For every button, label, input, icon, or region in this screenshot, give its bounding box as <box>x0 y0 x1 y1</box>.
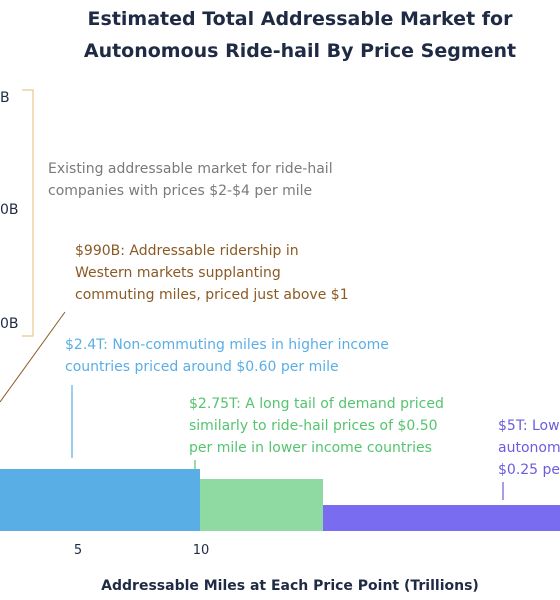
x-tick-label: 5 <box>73 543 83 558</box>
x-tick-label: 10 <box>192 543 210 558</box>
annotation-line: $5T: Low <box>498 418 560 434</box>
western-leader-line <box>0 311 66 403</box>
existing-market-annotation: Existing addressable market for ride-hai… <box>48 158 333 202</box>
bar-segment-3 <box>323 505 560 531</box>
bar-segment-2 <box>200 479 323 531</box>
annotation-line: $0.25 per <box>498 462 560 478</box>
annotation-line: similarly to ride-hail prices of $0.50 <box>189 418 438 434</box>
western-annotation: $990B: Addressable ridership in Western … <box>75 240 349 306</box>
annotation-line: companies with prices $2-$4 per mile <box>48 183 313 199</box>
annotation-line: $990B: Addressable ridership in <box>75 243 299 259</box>
y-tick-label: B <box>0 90 10 106</box>
y-tick-label: 0B <box>0 316 19 332</box>
y-tick-label: 0B <box>0 202 19 218</box>
annotation-line: commuting miles, priced just above $1 <box>75 287 349 303</box>
annotation-line: per mile in lower income countries <box>189 440 432 456</box>
annotation-line: $2.4T: Non-commuting miles in higher inc… <box>65 337 389 353</box>
annotation-line: Existing addressable market for ride-hai… <box>48 161 333 177</box>
bar-segment-1 <box>0 469 200 531</box>
low-annotation: $5T: Low autonom $0.25 per <box>498 415 560 481</box>
annotation-line: autonom <box>498 440 560 456</box>
annotation-line: $2.75T: A long tail of demand priced <box>189 396 444 412</box>
x-axis-label: Addressable Miles at Each Price Point (T… <box>101 578 479 594</box>
existing-market-bracket <box>22 89 34 337</box>
chart-title-line-1: Estimated Total Addressable Market for <box>87 8 513 30</box>
annotation-line: Western markets supplanting <box>75 265 281 281</box>
longtail-annotation: $2.75T: A long tail of demand priced sim… <box>189 393 444 459</box>
noncommuting-annotation: $2.4T: Non-commuting miles in higher inc… <box>65 334 389 378</box>
annotation-line: countries priced around $0.60 per mile <box>65 359 339 375</box>
chart-title-line-2: Autonomous Ride-hail By Price Segment <box>83 40 517 62</box>
